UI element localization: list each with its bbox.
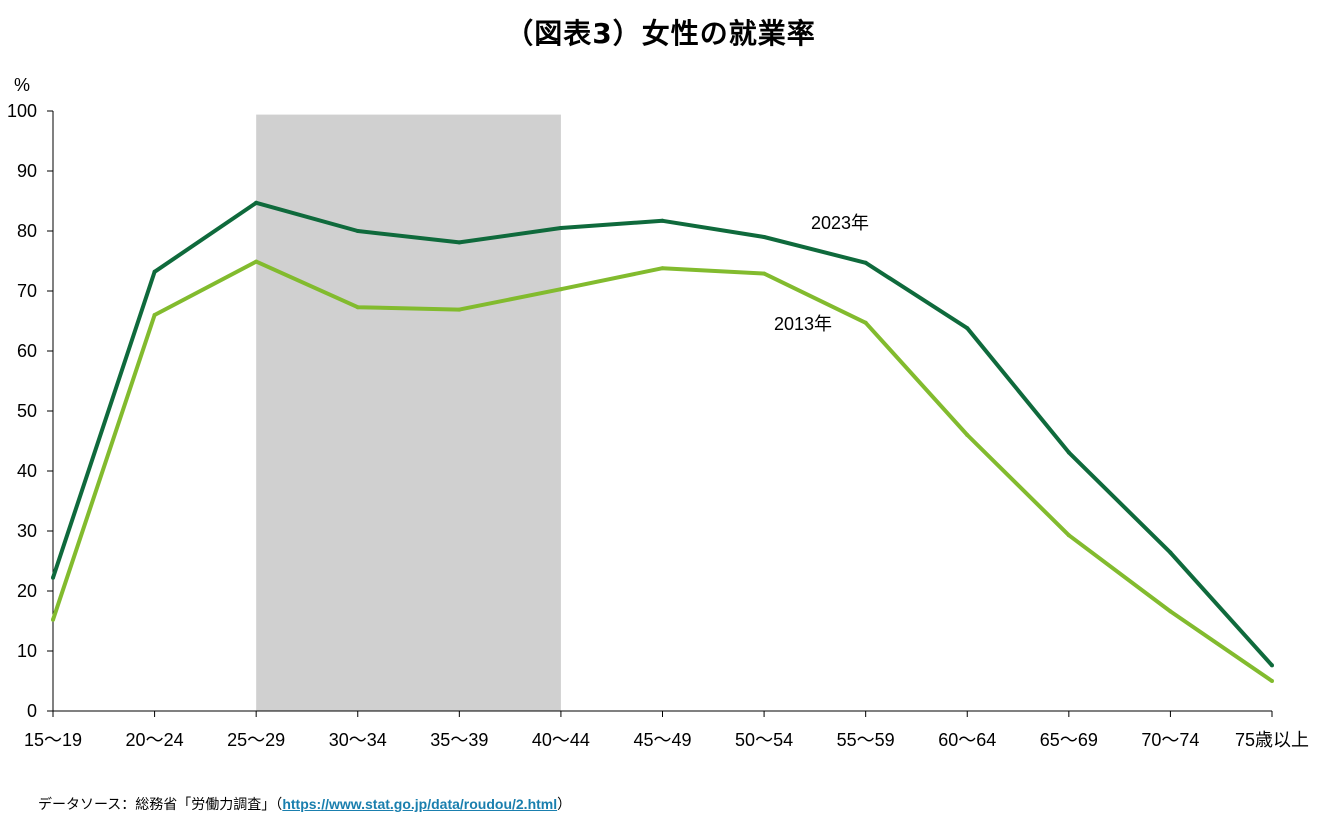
data-point [863, 260, 868, 265]
x-tick-label: 30～34 [329, 730, 387, 750]
y-unit-label: % [14, 75, 30, 95]
data-point [1270, 679, 1274, 683]
source-prefix: データソース：総務省「労働力調査」（ [38, 797, 283, 813]
data-point [457, 240, 462, 245]
x-tick-label: 60～64 [938, 730, 996, 750]
y-tick-label: 70 [17, 281, 37, 301]
series-labels: 2023年 2013年 [774, 213, 869, 334]
data-point [1066, 450, 1071, 455]
data-point [51, 575, 55, 580]
x-tick-label: 70～74 [1141, 730, 1199, 750]
source-note: データソース：総務省「労働力調査」（https://www.stat.go.jp… [38, 794, 571, 814]
line-chart: 0 10 20 30 40 50 60 70 80 90 100% 15～19 20～24 25～29 30… [7, 75, 1309, 750]
x-tick-label: 75歳以上 [1235, 730, 1309, 750]
data-point [1066, 533, 1071, 538]
x-tick-label: 20～24 [126, 730, 184, 750]
data-point [762, 271, 767, 276]
y-tick-label: 40 [17, 461, 37, 481]
data-point [660, 218, 665, 223]
data-point [254, 200, 259, 205]
data-point [1270, 663, 1274, 668]
data-point [558, 287, 563, 292]
data-point [51, 617, 55, 622]
y-tick-label: 100 [7, 101, 37, 121]
data-point [558, 226, 563, 230]
source-suffix: ） [557, 797, 572, 813]
data-point [965, 326, 970, 331]
data-point [1168, 609, 1173, 614]
y-tick-label: 10 [17, 641, 37, 661]
data-point [152, 313, 157, 317]
y-tick-label: 60 [17, 341, 37, 361]
data-point [355, 305, 360, 310]
data-point [762, 235, 767, 239]
x-tick-label: 40～44 [532, 730, 590, 750]
data-point [152, 269, 157, 274]
y-tick-label: 20 [17, 581, 37, 601]
data-point [863, 320, 868, 325]
series-label: 2013年 [774, 314, 832, 334]
data-point [965, 433, 970, 437]
x-tick-label: 55～59 [837, 730, 895, 750]
highlight-band-layer [256, 114, 561, 712]
y-tick-label: 30 [17, 521, 37, 541]
y-tick-label: 0 [27, 701, 37, 721]
source-link[interactable]: https://www.stat.go.jp/data/roudou/2.htm… [282, 796, 558, 812]
x-tick-label: 50～54 [735, 730, 793, 750]
series-lines [51, 200, 1274, 683]
data-point [355, 229, 360, 233]
data-point [254, 259, 259, 264]
y-tick-label: 90 [17, 161, 37, 181]
data-point [457, 307, 462, 312]
x-tick-label: 65～69 [1040, 730, 1098, 750]
axes: 0 10 20 30 40 50 60 70 80 90 100% 15～19 20～24 25～29 30… [7, 75, 1309, 750]
y-tick-label: 80 [17, 221, 37, 241]
x-tick-label: 25～29 [227, 730, 285, 750]
series-label: 2023年 [811, 213, 869, 233]
highlight-band [256, 114, 561, 712]
x-tick-label: 15～19 [24, 730, 82, 750]
chart-title: （図表3）女性の就業率 [505, 17, 816, 50]
data-point [660, 266, 665, 271]
y-tick-label: 50 [17, 401, 37, 421]
data-point [1168, 550, 1173, 555]
x-tick-label: 45～49 [633, 730, 691, 750]
x-tick-label: 35～39 [430, 730, 488, 750]
